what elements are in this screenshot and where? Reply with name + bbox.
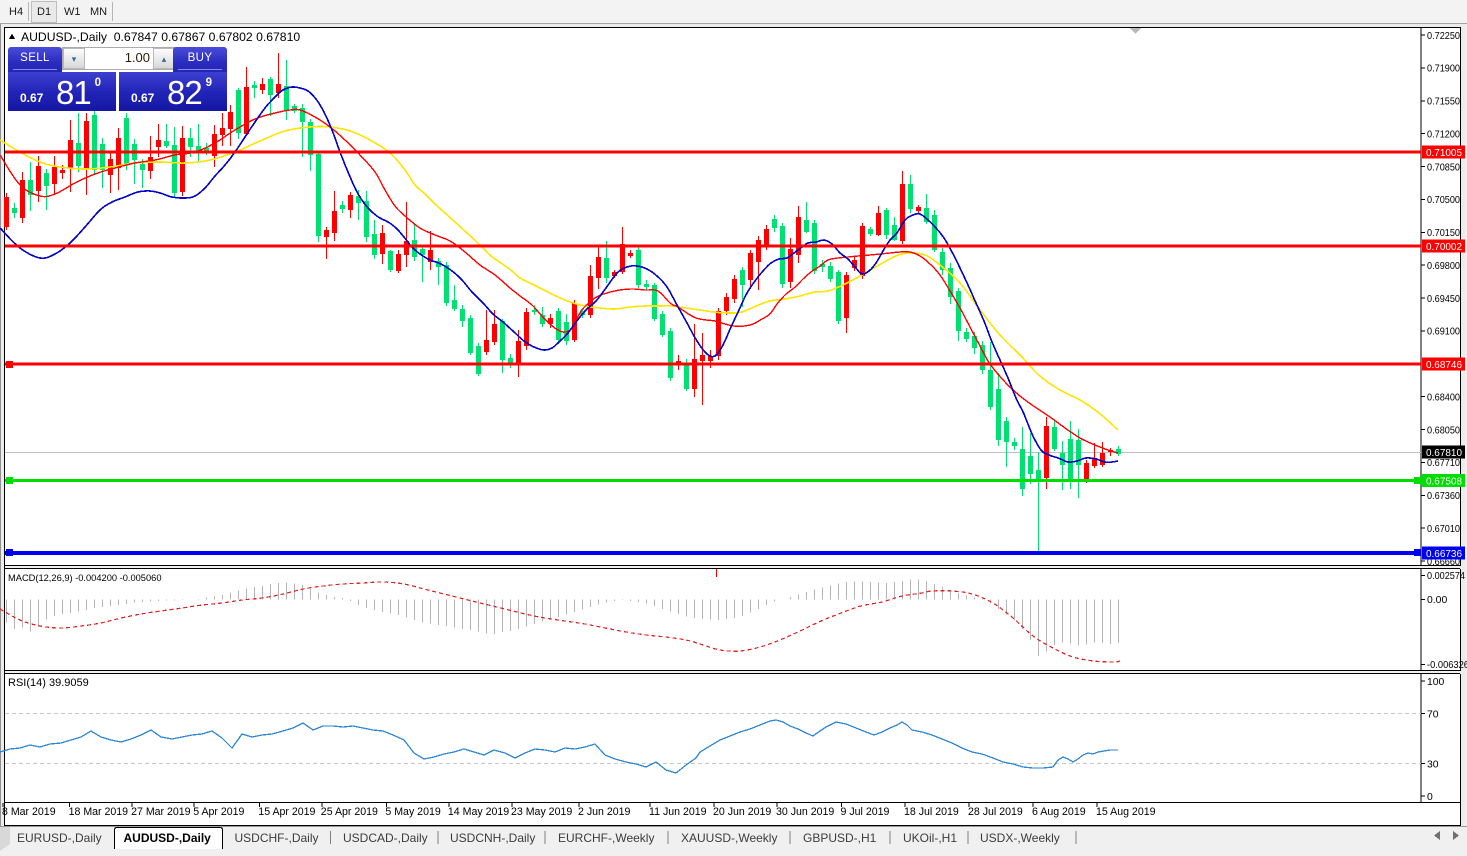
svg-text:W1: W1 <box>64 6 81 18</box>
svg-text:2 Jun 2019: 2 Jun 2019 <box>578 806 631 818</box>
svg-text:USDCNH-,Daily: USDCNH-,Daily <box>450 831 535 845</box>
svg-text:0.71005: 0.71005 <box>1426 148 1462 159</box>
svg-text:0.66660: 0.66660 <box>1427 557 1460 568</box>
svg-text:RSI(14) 39.9059: RSI(14) 39.9059 <box>8 677 89 689</box>
svg-text:0.67010: 0.67010 <box>1427 524 1460 535</box>
svg-text:H4: H4 <box>9 6 23 18</box>
svg-text:9 Jul 2019: 9 Jul 2019 <box>841 806 890 818</box>
svg-text:8 Mar 2019: 8 Mar 2019 <box>2 806 56 818</box>
svg-text:MN: MN <box>90 6 107 18</box>
svg-text:0.70500: 0.70500 <box>1427 195 1460 206</box>
svg-text:0.71550: 0.71550 <box>1427 97 1460 108</box>
svg-text:0.70150: 0.70150 <box>1427 228 1460 239</box>
svg-text:25 Apr 2019: 25 Apr 2019 <box>321 806 378 818</box>
svg-text:XAUUSD-,Weekly: XAUUSD-,Weekly <box>681 831 777 845</box>
svg-text:6 Aug 2019: 6 Aug 2019 <box>1032 806 1086 818</box>
svg-text:0: 0 <box>1427 792 1433 803</box>
svg-text:0.70850: 0.70850 <box>1427 162 1460 173</box>
svg-text:0.69450: 0.69450 <box>1427 294 1460 305</box>
svg-text:0.67360: 0.67360 <box>1427 491 1460 502</box>
svg-text:100: 100 <box>1427 677 1445 688</box>
svg-text:0.69800: 0.69800 <box>1427 261 1460 272</box>
svg-text:0.71200: 0.71200 <box>1427 129 1460 140</box>
svg-text:15 Apr 2019: 15 Apr 2019 <box>258 806 315 818</box>
svg-text:20 Jun 2019: 20 Jun 2019 <box>713 806 771 818</box>
svg-text:15 Aug 2019: 15 Aug 2019 <box>1096 806 1156 818</box>
svg-text:0.71900: 0.71900 <box>1427 64 1460 75</box>
svg-text:0.67508: 0.67508 <box>1426 477 1462 488</box>
svg-text:23 May 2019: 23 May 2019 <box>511 806 572 818</box>
svg-text:0.67810: 0.67810 <box>1426 448 1462 459</box>
svg-text:0.66736: 0.66736 <box>1426 549 1462 560</box>
svg-text:GBPUSD-,H1: GBPUSD-,H1 <box>803 831 877 845</box>
svg-text:30 Jun 2019: 30 Jun 2019 <box>776 806 834 818</box>
svg-text:0.68400: 0.68400 <box>1427 393 1460 404</box>
svg-text:USDCHF-,Daily: USDCHF-,Daily <box>235 831 319 845</box>
svg-text:UKOil-,H1: UKOil-,H1 <box>903 831 957 845</box>
svg-text:MACD(12,26,9) -0.004200 -0.005: MACD(12,26,9) -0.004200 -0.005060 <box>8 573 162 583</box>
svg-text:-0.006326: -0.006326 <box>1427 660 1467 671</box>
svg-text:14 May 2019: 14 May 2019 <box>448 806 509 818</box>
svg-text:USDX-,Weekly: USDX-,Weekly <box>980 831 1060 845</box>
svg-text:5 May 2019: 5 May 2019 <box>385 806 440 818</box>
svg-text:0.68050: 0.68050 <box>1427 425 1460 436</box>
svg-text:D1: D1 <box>37 6 51 18</box>
svg-text:0.002574: 0.002574 <box>1427 571 1465 582</box>
svg-text:11 Jun 2019: 11 Jun 2019 <box>649 806 707 818</box>
svg-text:5 Apr 2019: 5 Apr 2019 <box>193 806 244 818</box>
svg-text:70: 70 <box>1427 709 1439 720</box>
svg-text:AUDUSD-,Daily: AUDUSD-,Daily <box>124 831 212 845</box>
svg-text:EURCHF-,Weekly: EURCHF-,Weekly <box>558 831 654 845</box>
svg-text:0.00: 0.00 <box>1427 595 1447 606</box>
svg-text:EURUSD-,Daily: EURUSD-,Daily <box>17 831 102 845</box>
svg-text:28 Jul 2019: 28 Jul 2019 <box>968 806 1023 818</box>
svg-text:0.70002: 0.70002 <box>1426 242 1462 253</box>
svg-text:27 Mar 2019: 27 Mar 2019 <box>131 806 191 818</box>
svg-text:0.72250: 0.72250 <box>1427 31 1460 42</box>
svg-text:18 Mar 2019: 18 Mar 2019 <box>69 806 129 818</box>
svg-text:0.69100: 0.69100 <box>1427 327 1460 338</box>
svg-text:0.68746: 0.68746 <box>1426 360 1462 371</box>
svg-text:30: 30 <box>1427 759 1439 770</box>
svg-text:18 Jul 2019: 18 Jul 2019 <box>904 806 959 818</box>
svg-text:0.67710: 0.67710 <box>1427 458 1460 469</box>
svg-text:AUDUSD-,Daily 0.67847 0.67867: AUDUSD-,Daily 0.67847 0.67867 0.67802 0.… <box>21 30 300 44</box>
svg-text:USDCAD-,Daily: USDCAD-,Daily <box>343 831 428 845</box>
